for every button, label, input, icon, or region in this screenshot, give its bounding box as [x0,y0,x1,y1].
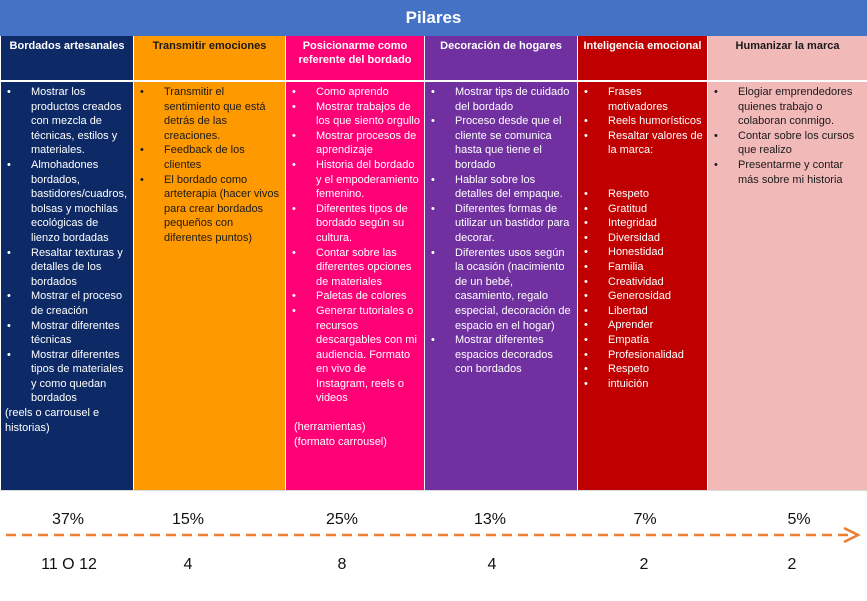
item-list: Elogiar emprendedores quienes trabajo o … [712,85,863,187]
list-item: Transmitir el sentimiento que está detrá… [138,85,281,143]
percentage-label: 15% [171,511,205,528]
list-item: Reels humorísticos [582,114,703,129]
list-item: Historia del bordado y el empoderamiento… [290,158,420,202]
list-item: Contar sobre los cursos que realizo [712,129,863,158]
value-item: Diversidad [582,231,703,246]
value-item: Aprender [582,318,703,333]
column-body: Mostrar los productos creados con mezcla… [1,82,133,435]
list-item: Frases motivadores [582,85,703,114]
value-item: Respeto [582,362,703,377]
timeline-arrow-icon [6,526,861,544]
count-label: 2 [787,556,797,573]
item-list: Mostrar tips de cuidado del bordado Proc… [429,85,573,377]
percentage-label: 13% [473,511,507,528]
list-item: Contar sobre las diferentes opciones de … [290,246,420,290]
value-item: Honestidad [582,245,703,260]
value-item: Respeto [582,187,703,202]
format-note: (reels o carrousel e historias) [5,407,100,434]
pillar-column-bordados: Bordados artesanales Mostrar los product… [0,36,133,490]
value-item: Generosidad [582,289,703,304]
pillar-column-inteligencia: Inteligencia emocional Frases motivadore… [577,36,707,490]
count-label: 4 [183,556,193,573]
pillar-column-emociones: Transmitir emociones Transmitir el senti… [133,36,285,490]
column-header: Inteligencia emocional [578,36,707,82]
list-item: Feedback de los clientes [138,143,281,172]
value-item: Integridad [582,216,703,231]
value-item: Libertad [582,304,703,319]
item-list: Como aprendo Mostrar trabajos de los que… [290,85,420,406]
count-label: 8 [337,556,347,573]
value-item: Empatía [582,333,703,348]
column-body: Transmitir el sentimiento que está detrá… [134,82,285,246]
column-body: Elogiar emprendedores quienes trabajo o … [708,82,867,187]
count-label: 4 [487,556,497,573]
list-item: Elogiar emprendedores quienes trabajo o … [712,85,863,129]
page-title: Pilares [0,0,867,36]
list-item: Mostrar tips de cuidado del bordado [429,85,573,114]
value-item: Creatividad [582,275,703,290]
list-item: El bordado como arteterapia (hacer vivos… [138,173,281,246]
count-label: 2 [639,556,649,573]
column-header: Posicionarme como referente del bordado [286,36,424,82]
column-body: Mostrar tips de cuidado del bordado Proc… [425,82,577,377]
list-item: Generar tutoriales o recursos descargabl… [290,304,420,406]
list-item: Presentarme y contar más sobre mi histor… [712,158,863,187]
percentage-label: 7% [633,511,657,528]
list-item: Mostrar trabajos de los que siento orgul… [290,100,420,129]
format-note: (formato carrousel) [294,435,387,448]
pillar-column-decoracion: Decoración de hogares Mostrar tips de cu… [424,36,577,490]
divider [0,490,867,491]
list-item: Mostrar procesos de aprendizaje [290,129,420,158]
values-list: Respeto Gratitud Integridad Diversidad H… [582,187,703,391]
list-item: Resaltar valores de la marca: [582,129,703,158]
value-item: intuición [582,377,703,392]
pillar-column-humanizar: Humanizar la marca Elogiar emprendedores… [707,36,867,490]
list-item: Diferentes tipos de bordado según su cul… [290,202,420,246]
column-header: Humanizar la marca [708,36,867,82]
column-header: Decoración de hogares [425,36,577,82]
list-item: Mostrar diferentes espacios decorados co… [429,333,573,377]
value-item: Familia [582,260,703,275]
count-label: 11 O 12 [41,556,97,573]
list-item: Hablar sobre los detalles del empaque. [429,173,573,202]
item-list: Transmitir el sentimiento que está detrá… [138,85,281,246]
item-list: Frases motivadores Reels humorísticos Re… [582,85,703,158]
list-item: Diferentes usos según la ocasión (nacimi… [429,246,573,334]
value-item: Gratitud [582,202,703,217]
pillar-column-referente: Posicionarme como referente del bordado … [285,36,424,490]
list-item: Proceso desde que el cliente se comunica… [429,114,573,172]
list-item: Mostrar los productos creados con mezcla… [5,85,129,158]
list-item: Diferentes formas de utilizar un bastido… [429,202,573,246]
percentage-label: 37% [51,511,85,528]
list-item: Resaltar texturas y detalles de los bord… [5,246,129,290]
value-item: Profesionalidad [582,348,703,363]
column-body: Frases motivadores Reels humorísticos Re… [578,82,707,391]
column-header: Transmitir emociones [134,36,285,82]
list-item: Mostrar diferentes tipos de materiales y… [5,348,129,406]
percentage-label: 5% [787,511,811,528]
column-body: Como aprendo Mostrar trabajos de los que… [286,82,424,449]
list-item: Mostrar el proceso de creación [5,289,129,318]
list-item: Mostrar diferentes técnicas [5,319,129,348]
list-item: Como aprendo [290,85,420,100]
item-list: Mostrar los productos creados con mezcla… [5,85,129,406]
percentage-label: 25% [325,511,359,528]
column-header: Bordados artesanales [1,36,133,82]
format-note: (herramientas) [294,421,366,434]
list-item: Paletas de colores [290,289,420,304]
list-item: Almohadones bordados, bastidores/cuadros… [5,158,129,246]
